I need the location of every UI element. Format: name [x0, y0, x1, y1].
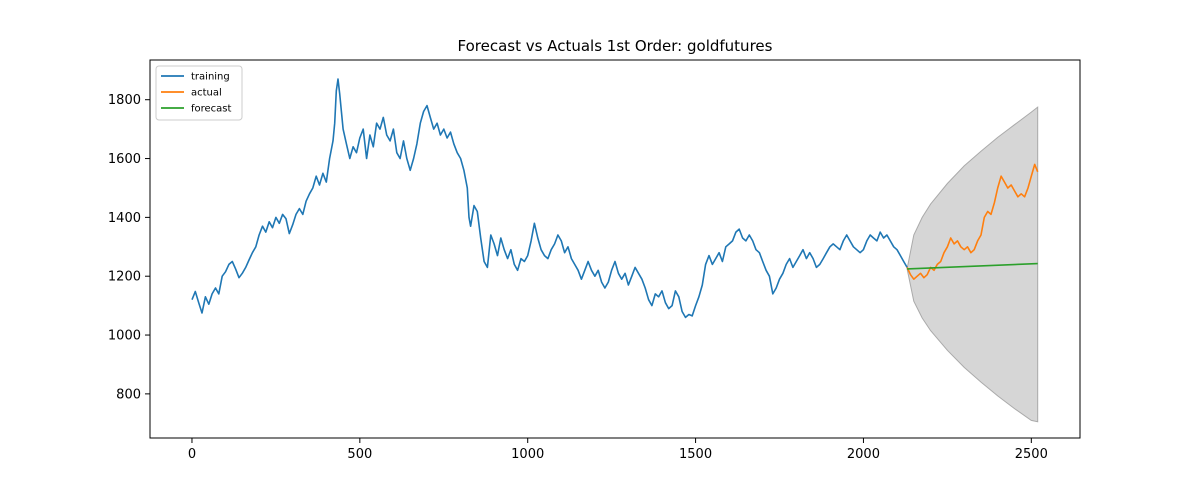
x-tick-label: 0 [188, 447, 196, 462]
legend-label-training: training [191, 72, 230, 83]
y-tick-label: 800 [116, 387, 141, 402]
chart-title: Forecast vs Actuals 1st Order: goldfutur… [458, 37, 773, 55]
legend-label-actual: actual [191, 88, 222, 99]
series-line-forecast [907, 262, 1038, 270]
y-tick-label: 1400 [108, 211, 141, 226]
confidence-band-layer [906, 106, 1039, 423]
x-tick-label: 1000 [511, 447, 544, 462]
legend: training actual forecast [155, 65, 243, 121]
legend-label-forecast: forecast [191, 104, 232, 115]
series-line-actual [906, 163, 1039, 280]
y-tick-label: 1200 [108, 270, 141, 285]
y-tick-label: 1000 [108, 329, 141, 344]
series-line-training [191, 78, 908, 319]
y-tick-label: 1600 [108, 152, 141, 167]
x-tick-label: 2000 [847, 447, 880, 462]
legend-box [155, 65, 243, 121]
axes-layer: 0 500 1000 1500 2000 2500 800 1000 1200 1400 1600 1… [108, 59, 1081, 462]
confidence-band [906, 106, 1039, 423]
x-tick-label: 1500 [679, 447, 712, 462]
x-tick-label: 2500 [1015, 447, 1048, 462]
plot-frame [149, 59, 1081, 439]
x-tick-label: 500 [347, 447, 372, 462]
series-layer [191, 78, 1039, 319]
y-tick-label: 1800 [108, 93, 141, 108]
